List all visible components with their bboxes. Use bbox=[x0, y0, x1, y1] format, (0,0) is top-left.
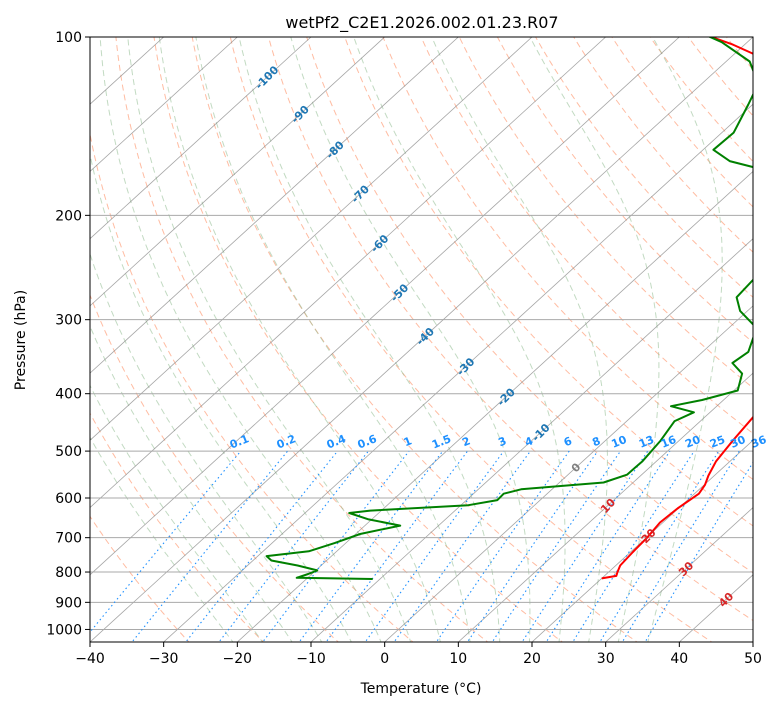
axis-ticks: −40 −30 −20 −10 0 10 20 30 40 50 1000 900 800 700 600 5… bbox=[46, 30, 762, 667]
dewpoint-line bbox=[265, 37, 753, 580]
isotherm bbox=[90, 37, 753, 642]
mixing-ratio-label: 16 bbox=[659, 433, 678, 451]
mixing-ratio-line bbox=[435, 450, 570, 642]
mixing-ratio-label: 13 bbox=[637, 433, 656, 451]
temperature-line bbox=[601, 37, 753, 580]
isotherm bbox=[90, 37, 533, 441]
isotherm bbox=[90, 37, 459, 374]
mixing-ratio-label: 3 bbox=[496, 434, 508, 449]
y-tick-label: 200 bbox=[55, 208, 82, 224]
mixing-ratio-label: 30 bbox=[728, 433, 747, 451]
thermo-background bbox=[90, 37, 753, 642]
x-tick-label: −20 bbox=[223, 651, 253, 667]
x-axis-label: Temperature (°C) bbox=[360, 681, 482, 697]
mixing-ratio-line bbox=[90, 450, 242, 633]
isotherm bbox=[605, 507, 753, 642]
mixing-ratio-line bbox=[185, 450, 339, 642]
moist-adiabat bbox=[99, 37, 382, 642]
y-tick-label: 600 bbox=[55, 491, 82, 507]
y-tick-label: 300 bbox=[55, 313, 82, 329]
mixing-ratio-line bbox=[545, 450, 671, 642]
mixing-ratio-line bbox=[644, 461, 753, 642]
mixing-ratio-line bbox=[325, 450, 468, 642]
isotherm bbox=[90, 37, 606, 509]
mixing-ratio-label: 20 bbox=[683, 433, 702, 451]
x-tick-label: −40 bbox=[75, 651, 105, 667]
mixing-ratio-line bbox=[262, 450, 410, 642]
dry-adiabat bbox=[115, 37, 489, 642]
x-tick-label: −10 bbox=[296, 651, 326, 667]
x-tick-label: 40 bbox=[670, 651, 688, 667]
dry-adiabat bbox=[90, 412, 265, 642]
y-tick-label: 100 bbox=[55, 30, 82, 46]
mixing-ratio-label: 10 bbox=[610, 433, 629, 451]
isotherm bbox=[384, 305, 753, 642]
y-tick-label: 500 bbox=[55, 444, 82, 460]
isotherm bbox=[310, 238, 753, 642]
y-tick-label: 700 bbox=[55, 531, 82, 547]
plot-frame bbox=[89, 36, 754, 643]
chart-title: wetPf2_C2E1.2026.002.01.23.R07 bbox=[285, 13, 558, 33]
y-tick-label: 1000 bbox=[46, 622, 82, 638]
mixing-ratio-line bbox=[466, 450, 599, 642]
mixing-ratio-line bbox=[572, 450, 695, 642]
mixing-ratio-label: 1 bbox=[402, 434, 414, 449]
isotherm bbox=[90, 37, 238, 172]
dry-adiabat bbox=[306, 37, 753, 574]
mixing-ratio-line bbox=[491, 450, 621, 642]
isotherm bbox=[458, 372, 753, 642]
isotherm bbox=[163, 103, 753, 642]
mixing-ratio-line bbox=[599, 450, 720, 642]
x-tick-label: 20 bbox=[523, 651, 541, 667]
x-tick-label: 10 bbox=[449, 651, 467, 667]
mixing-ratio-line bbox=[521, 450, 649, 642]
isotherm bbox=[90, 37, 680, 576]
mixing-ratio-label: 36 bbox=[749, 433, 768, 451]
y-tick-label: 800 bbox=[55, 565, 82, 581]
isotherm bbox=[90, 37, 312, 240]
dry-adiabat bbox=[267, 37, 753, 622]
y-axis-label: Pressure (hPa) bbox=[13, 290, 29, 390]
y-tick-label: 900 bbox=[55, 595, 82, 611]
mixing-ratio-label: 25 bbox=[708, 433, 727, 451]
mixing-ratio-line bbox=[621, 450, 740, 642]
x-tick-label: 50 bbox=[744, 651, 762, 667]
x-tick-label: 30 bbox=[597, 651, 615, 667]
y-tick-label: 400 bbox=[55, 387, 82, 403]
x-tick-label: −30 bbox=[149, 651, 179, 667]
sounding-traces bbox=[265, 37, 753, 580]
mixing-ratio-line bbox=[218, 450, 369, 642]
isotherm bbox=[237, 170, 753, 642]
isotherm bbox=[90, 37, 385, 307]
x-tick-label: 0 bbox=[380, 651, 389, 667]
mixing-ratio-label: 2 bbox=[460, 434, 472, 449]
mixing-ratio-label: 8 bbox=[590, 434, 602, 449]
